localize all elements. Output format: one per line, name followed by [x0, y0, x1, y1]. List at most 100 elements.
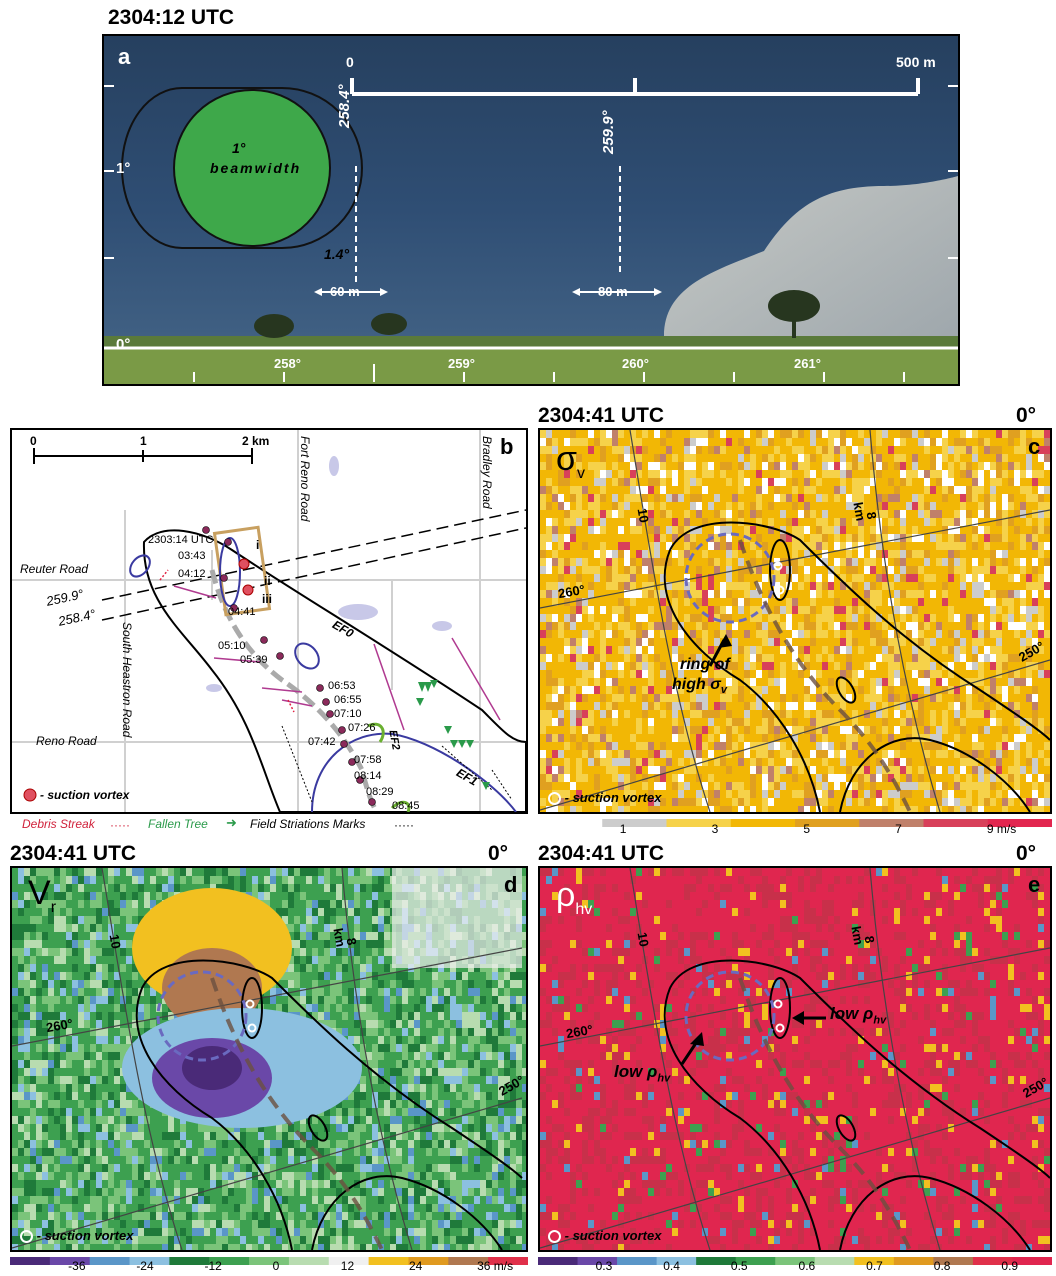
time-label: 07:58 — [354, 754, 382, 766]
colorbar-e-svg — [538, 1257, 1053, 1265]
colorbar-swatch — [49, 1257, 91, 1265]
panel-d-field: Vr d km 8 10 260° 250° - suction vortex — [10, 866, 528, 1252]
road-reuter: Reuter Road — [20, 562, 89, 576]
colorbar-swatch — [408, 1257, 449, 1265]
map-scale-2: 2 km — [242, 434, 270, 448]
width-label: 1.4° — [324, 246, 350, 262]
time-label: 07:26 — [348, 722, 376, 734]
az-tick-label: 259° — [448, 356, 475, 371]
colorbar-swatch — [696, 1257, 737, 1265]
colorbar-tick-label: -36 — [68, 1259, 86, 1273]
annotation-arrowhead — [792, 1011, 804, 1025]
suction-vortex-marker — [775, 1023, 785, 1033]
panel-a-letter: a — [118, 44, 131, 69]
time-label: 07:42 — [308, 736, 336, 748]
panel-c-svg — [540, 430, 1050, 812]
colorbar-swatch — [368, 1257, 409, 1265]
suction-legend-text: - suction vortex — [36, 1228, 134, 1243]
panel-e-letter: e — [1028, 872, 1041, 897]
panel-a-photo: a 0 500 m 1° beamwidth 1.4° 258.4° 259.9… — [102, 34, 960, 386]
colorbar-d-labels: -36 -24 -12 0 12 24 36 m/s — [10, 1259, 528, 1275]
time-label: 04:41 — [228, 606, 256, 618]
scale-end: 500 m — [896, 54, 936, 70]
colorbar-tick-label: 7 — [895, 822, 902, 836]
panel-c-field: σv c km 8 10 260° 250° ring of high σv -… — [538, 428, 1052, 814]
colorbar-swatch — [328, 1257, 370, 1265]
elev-label-bottom: 0° — [116, 336, 131, 353]
time-label: 08:14 — [354, 770, 382, 782]
suction-vortex-marker — [245, 999, 255, 1009]
colorbar-swatch — [249, 1257, 290, 1265]
colorbar-tick-label: 9 m/s — [986, 822, 1017, 836]
colorbar-swatch — [577, 1257, 618, 1265]
roman-label: ii — [264, 574, 271, 588]
panel-d-elev: 0° — [488, 842, 509, 865]
range-label-10: 10 — [106, 933, 124, 950]
time-label: 04:12 — [178, 568, 206, 580]
colorbar-swatch — [288, 1257, 330, 1265]
dist-label-2: 80 m — [598, 284, 628, 299]
time-label: 08:45 — [392, 800, 420, 812]
colorbar-e — [538, 1252, 1053, 1265]
scale-start: 0 — [346, 54, 354, 70]
suction-vortex-marker — [247, 1023, 257, 1033]
panel-c-elev: 0° — [1016, 404, 1037, 427]
analysis-overlay — [540, 868, 1050, 1250]
colorbar-tick-label: 1 — [619, 822, 627, 836]
colorbar-swatch — [923, 819, 989, 827]
suction-vortex-icon — [548, 1230, 561, 1244]
elev-label-top: 1° — [116, 160, 131, 177]
suction-legend: - suction vortex — [548, 790, 661, 806]
suction-vortex-marker — [773, 561, 783, 571]
var-symbol: ρ — [556, 876, 576, 914]
panel-d-svg — [12, 868, 526, 1250]
colorbar-e-labels: 0.3 0.4 0.5 0.6 0.7 0.8 0.9 — [538, 1259, 1052, 1275]
colorbar-tick-label: 12 — [340, 1259, 355, 1273]
colorbar-swatch — [169, 1257, 210, 1265]
road-reno: Reno Road — [36, 734, 97, 748]
analysis-overlay — [12, 868, 523, 1250]
colorbar-swatch — [795, 819, 860, 827]
time-label: 05:39 — [240, 654, 268, 666]
legend-debris: Debris Streak — [22, 817, 95, 831]
suction-legend: - suction vortex — [20, 1228, 134, 1244]
colorbar-swatch — [602, 819, 667, 827]
analysis-overlay — [540, 430, 1050, 812]
colorbar-tick-label: 0.9 — [1001, 1259, 1019, 1273]
colorbar-tick-label: 0.7 — [866, 1259, 883, 1273]
colorbar-tick-label: 0.3 — [595, 1259, 613, 1273]
az-tick-label: 260° — [622, 356, 649, 371]
legend-debris-dash: ····· — [110, 818, 130, 832]
colorbar-swatch — [617, 1257, 658, 1265]
colorbar-swatch — [89, 1257, 131, 1265]
legend-tree: Fallen Tree — [148, 817, 208, 831]
var-symbol: σ — [556, 440, 577, 478]
annotation-low-rho-2: low ρhv — [830, 1004, 886, 1026]
colorbar-swatch — [129, 1257, 170, 1265]
time-label: 07:10 — [334, 708, 362, 720]
colorbar-swatch — [987, 819, 1053, 827]
annotation-sub: hv — [657, 1072, 671, 1085]
colorbar-d-svg — [10, 1257, 529, 1265]
road-fort-reno: Fort Reno Road — [298, 436, 312, 522]
dist-label-1: 60 m — [330, 284, 360, 299]
time-label: 03:43 — [178, 550, 206, 562]
colorbar-c — [538, 814, 1053, 827]
time-label: 06:55 — [334, 694, 362, 706]
colorbar-swatch — [933, 1257, 974, 1265]
colorbar-swatch — [854, 1257, 895, 1265]
var-subscript: r — [50, 898, 57, 916]
colorbar-tick-label: 0 — [272, 1259, 280, 1273]
panel-a-svg — [104, 36, 958, 384]
annotation-sub: v — [720, 684, 727, 697]
colorbar-swatch — [859, 819, 924, 827]
colorbar-tick-label: -12 — [204, 1259, 222, 1273]
radar-field — [540, 868, 1050, 1250]
colorbar-tick-label: 0.6 — [798, 1259, 816, 1273]
panel-e-svg — [540, 868, 1050, 1250]
suction-vortex-icon — [20, 1230, 33, 1244]
annotation-arrowhead — [718, 634, 732, 648]
az-label-2: 259.9° — [600, 110, 617, 154]
colorbar-swatch — [1012, 1257, 1053, 1265]
panel-d-var: Vr — [28, 874, 56, 917]
